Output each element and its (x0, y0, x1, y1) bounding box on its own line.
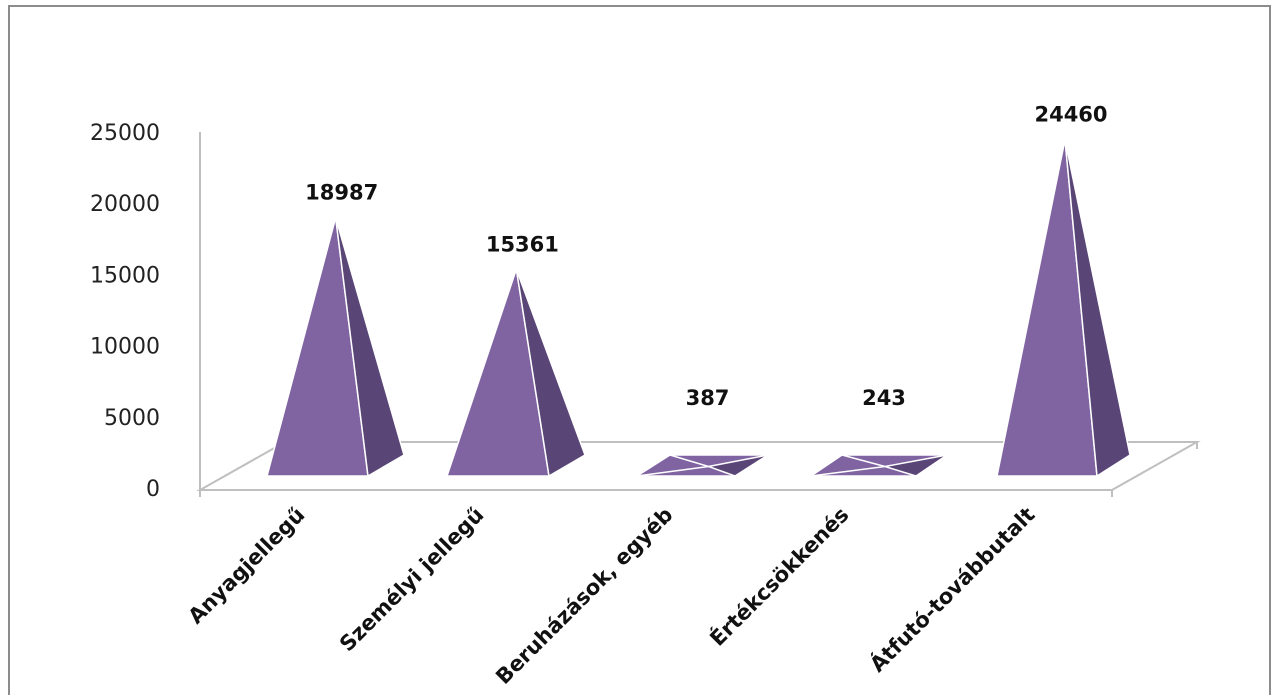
y-tick-label: 0 (146, 477, 160, 502)
pyramid-edge (841, 454, 886, 468)
ticks-layer: 0 5000 10000 15000 20000 25000 (90, 121, 160, 502)
bars-layer (266, 139, 1131, 478)
labels-layer: 18987 15361 387 243 24460 (305, 103, 1107, 410)
y-tick-label: 20000 (90, 192, 160, 217)
category-label: Beruházások, egyéb (491, 503, 677, 689)
category-label: Értékcsökkenés (705, 502, 854, 651)
data-label: 18987 (305, 181, 378, 205)
pyramid-bar (808, 454, 950, 477)
pyramid-edge (636, 465, 709, 477)
category-label: Átfutó-továbbutalt (865, 502, 1040, 677)
chart-frame (8, 5, 1271, 695)
y-tick-label: 25000 (90, 121, 160, 146)
cats-layer: Anyagjellegű Személyi jellegű Beruházások,… (184, 502, 1040, 689)
pyramid-side-face (515, 268, 586, 478)
y-tick-label: 15000 (90, 263, 160, 288)
pyramid-bar (266, 217, 405, 478)
y-tick-label: 10000 (90, 335, 160, 360)
data-label: 24460 (1034, 103, 1107, 127)
pyramid-edge (669, 454, 709, 468)
pyramid-side-face (705, 454, 769, 477)
pyramid-edge (810, 465, 886, 477)
data-label: 387 (686, 386, 730, 410)
pyramid-bar (445, 268, 586, 478)
category-label: Anyagjellegű (184, 503, 310, 629)
pyramid-bar (996, 139, 1131, 478)
pyramid-side-face (334, 217, 405, 478)
pyramid-side-face (1064, 139, 1131, 478)
data-label: 243 (862, 386, 906, 410)
pyramid-bar (634, 454, 771, 477)
pyramid-side-face (884, 454, 948, 477)
category-label: Személyi jellegű (335, 503, 489, 657)
y-tick-label: 5000 (104, 406, 160, 431)
data-label: 15361 (486, 232, 559, 256)
